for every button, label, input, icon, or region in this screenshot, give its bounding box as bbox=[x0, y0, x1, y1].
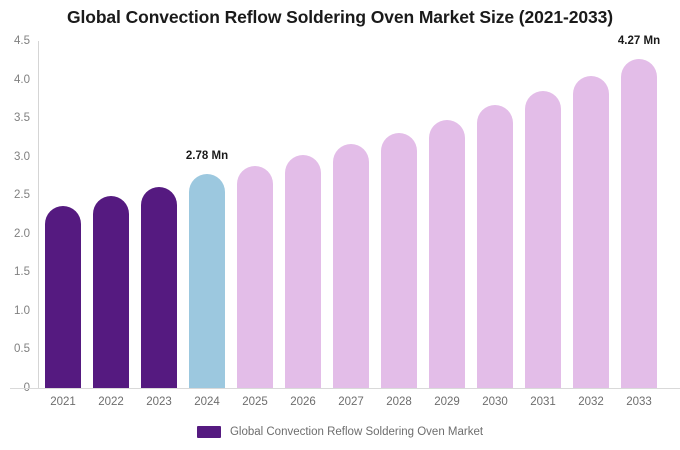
x-axis-tick-label-2021: 2021 bbox=[50, 396, 76, 408]
y-axis-tick-label: 3.5 bbox=[14, 112, 30, 125]
bar-2030[interactable] bbox=[477, 105, 513, 388]
x-axis-tick-label-2022: 2022 bbox=[98, 396, 124, 408]
y-axis-tick-label: 1.5 bbox=[14, 266, 30, 279]
x-axis-tick-labels: 2021 2022 2023 2024 2025 2026 2027 2028 2029 2030… bbox=[39, 396, 680, 416]
bar-2033[interactable] bbox=[621, 58, 657, 388]
x-axis-tick-label-2033: 2033 bbox=[626, 396, 652, 408]
bar-2021[interactable] bbox=[45, 206, 81, 388]
bar-slot bbox=[231, 41, 279, 388]
y-axis-line bbox=[38, 41, 39, 388]
x-axis-tick-label-2024: 2024 bbox=[194, 396, 220, 408]
bar-2029[interactable] bbox=[429, 120, 465, 388]
bar-slot bbox=[135, 41, 183, 388]
y-axis-tick-label: 3.0 bbox=[14, 150, 30, 163]
bar-slot bbox=[87, 41, 135, 388]
chart-title: Global Convection Reflow Soldering Oven … bbox=[66, 7, 614, 27]
x-axis-tick-label-2030: 2030 bbox=[482, 396, 508, 408]
x-axis-tick-label-2025: 2025 bbox=[242, 396, 268, 408]
bar-2026[interactable] bbox=[285, 155, 321, 388]
y-axis-tick-label: 4.0 bbox=[14, 73, 30, 86]
x-axis-tick-label-2023: 2023 bbox=[146, 396, 172, 408]
x-axis-tick-label-2032: 2032 bbox=[578, 396, 604, 408]
bar-2025[interactable] bbox=[237, 165, 273, 388]
legend-label: Global Convection Reflow Soldering Oven … bbox=[229, 426, 484, 438]
bar-2031[interactable] bbox=[525, 91, 561, 388]
bar-2028[interactable] bbox=[381, 132, 417, 388]
bars-layer: 2.78 Mn 4.27 Mn bbox=[39, 35, 680, 388]
y-axis-tick-label: 1.0 bbox=[14, 304, 30, 317]
legend-swatch-icon bbox=[196, 426, 221, 438]
bar-slot bbox=[423, 41, 471, 388]
bar-slot bbox=[375, 41, 423, 388]
bar-2023[interactable] bbox=[141, 186, 177, 388]
bar-slot bbox=[327, 41, 375, 388]
bar-2032[interactable] bbox=[573, 76, 609, 388]
y-axis-tick-label: 2.0 bbox=[14, 227, 30, 240]
bar-slot bbox=[471, 41, 519, 388]
y-axis-tick-label: 0.5 bbox=[14, 343, 30, 356]
bar-value-label-2024: 2.78 Mn bbox=[185, 149, 229, 162]
y-axis-tick-labels: 4.54.03.53.02.52.01.51.00.50 bbox=[0, 0, 32, 450]
bar-2022[interactable] bbox=[93, 196, 129, 388]
x-axis-tick-label-2028: 2028 bbox=[386, 396, 412, 408]
bar-slot bbox=[519, 41, 567, 388]
bar-2027[interactable] bbox=[333, 144, 369, 388]
x-axis-tick-label-2029: 2029 bbox=[434, 396, 460, 408]
bar-value-label-2033: 4.27 Mn bbox=[617, 34, 661, 47]
bar-slot: 2.78 Mn bbox=[183, 41, 231, 388]
bar-slot bbox=[39, 41, 87, 388]
chart-legend: Global Convection Reflow Soldering Oven … bbox=[0, 426, 680, 438]
bar-2024[interactable] bbox=[189, 173, 225, 388]
bar-slot: 4.27 Mn bbox=[615, 35, 663, 388]
bar-slot bbox=[279, 41, 327, 388]
x-axis-tick-label-2031: 2031 bbox=[530, 396, 556, 408]
x-axis-tick-label-2027: 2027 bbox=[338, 396, 364, 408]
bar-slot bbox=[567, 41, 615, 388]
x-axis-line bbox=[10, 388, 680, 389]
y-axis-tick-label: 2.5 bbox=[14, 189, 30, 202]
y-axis-tick-label: 4.5 bbox=[14, 35, 30, 47]
x-axis-tick-label-2026: 2026 bbox=[290, 396, 316, 408]
